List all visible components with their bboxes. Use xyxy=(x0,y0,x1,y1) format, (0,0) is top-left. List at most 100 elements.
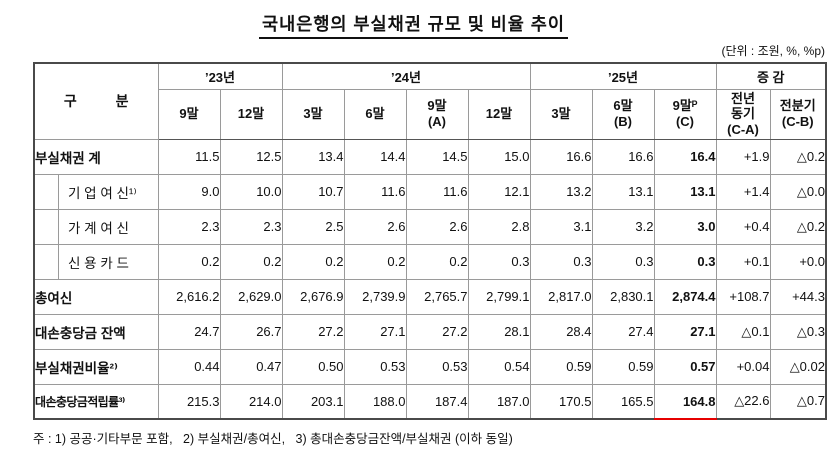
cell: 2,817.0 xyxy=(529,278,593,315)
cell: 10.7 xyxy=(281,173,345,210)
cell: 13.1 xyxy=(591,173,655,210)
year-group-row: 구 분 ’23년 ’24년 ’25년 증 감 xyxy=(33,62,827,140)
cell: 0.2 xyxy=(405,243,469,280)
cell: 165.5 xyxy=(591,383,655,420)
cell: +108.7 xyxy=(715,278,771,315)
year-group-header-2024: ’24년 xyxy=(281,62,531,90)
cell: 2,676.9 xyxy=(281,278,345,315)
cell: 0.2 xyxy=(281,243,345,280)
cell: 215.3 xyxy=(157,383,221,420)
column-header: 3말 xyxy=(529,88,593,140)
cell: △0.0 xyxy=(769,173,827,210)
cell-highlighted: 16.4 xyxy=(653,138,717,175)
cell: 27.4 xyxy=(591,313,655,350)
cell: +1.4 xyxy=(715,173,771,210)
cell: 3.2 xyxy=(591,208,655,245)
cell: 0.2 xyxy=(219,243,283,280)
cell: 11.6 xyxy=(405,173,469,210)
cell: △0.1 xyxy=(715,313,771,350)
cell: 0.3 xyxy=(467,243,531,280)
cell: 0.54 xyxy=(467,348,531,385)
cell: 28.1 xyxy=(467,313,531,350)
cell: +0.1 xyxy=(715,243,771,280)
cell: 0.2 xyxy=(157,243,221,280)
cell: 2,830.1 xyxy=(591,278,655,315)
table-row-npl-ratio: 부실채권비율²⁾ 0.44 0.47 0.50 0.53 0.53 0.54 0… xyxy=(33,348,827,385)
cell: △0.02 xyxy=(769,348,827,385)
table-row-npl-total: 부실채권 계 11.5 12.5 13.4 14.4 14.5 15.0 16.… xyxy=(33,138,827,175)
column-header: 9말 xyxy=(157,88,221,140)
cell: 28.4 xyxy=(529,313,593,350)
cell: △0.7 xyxy=(769,383,827,420)
cell: +1.9 xyxy=(715,138,771,175)
year-group-header-2025: ’25년 xyxy=(529,62,717,90)
row-label: 가 계 여 신 xyxy=(33,208,159,245)
year-group-header-2023: ’23년 xyxy=(157,62,283,90)
column-header: 12말 xyxy=(467,88,531,140)
cell: 2.3 xyxy=(219,208,283,245)
column-header-row: 9말 12말 3말 6말 9말 (A) 12말 3말 6말 (B) 9말ᴾ (C… xyxy=(34,88,827,140)
cell: 12.1 xyxy=(467,173,531,210)
cell: 0.53 xyxy=(405,348,469,385)
cell: 0.53 xyxy=(343,348,407,385)
column-header: 3말 xyxy=(281,88,345,140)
cell: 0.50 xyxy=(281,348,345,385)
cell: 27.2 xyxy=(405,313,469,350)
cell: 0.44 xyxy=(157,348,221,385)
cell: 13.4 xyxy=(281,138,345,175)
cell: 0.59 xyxy=(591,348,655,385)
cell: +44.3 xyxy=(769,278,827,315)
page-title: 국내은행의 부실채권 규모 및 비율 추이 xyxy=(259,11,568,39)
cell: △0.2 xyxy=(769,138,827,175)
row-label: 대손충당금 잔액 xyxy=(33,313,159,350)
cell: 2,629.0 xyxy=(219,278,283,315)
cell: 26.7 xyxy=(219,313,283,350)
npl-table: 구 분 ’23년 ’24년 ’25년 증 감 9말 12말 3말 6말 9말 (… xyxy=(33,62,827,420)
row-label: 대손충당금적립률³⁾ xyxy=(33,383,159,420)
cell: 2,616.2 xyxy=(157,278,221,315)
table-row-total-loans: 총여신 2,616.2 2,629.0 2,676.9 2,739.9 2,76… xyxy=(33,278,827,315)
cell: 0.59 xyxy=(529,348,593,385)
cell: 170.5 xyxy=(529,383,593,420)
column-header: 6말 xyxy=(343,88,407,140)
table-row-credit-card: 신 용 카 드 0.2 0.2 0.2 0.2 0.2 0.3 0.3 0.3 … xyxy=(33,243,827,280)
cell: 187.4 xyxy=(405,383,469,420)
unit-note: (단위 : 조원, %, %p) xyxy=(721,44,825,58)
cell: 27.2 xyxy=(281,313,345,350)
column-header-highlighted: 9말ᴾ (C) xyxy=(653,88,717,140)
cell: 11.6 xyxy=(343,173,407,210)
cell: 0.47 xyxy=(219,348,283,385)
cell: 2.5 xyxy=(281,208,345,245)
cell: 0.3 xyxy=(591,243,655,280)
cell: 24.7 xyxy=(157,313,221,350)
cell: 9.0 xyxy=(157,173,221,210)
table-row-household-loans: 가 계 여 신 2.3 2.3 2.5 2.6 2.6 2.8 3.1 3.2 … xyxy=(33,208,827,245)
cell: 0.2 xyxy=(343,243,407,280)
cell: 2,765.7 xyxy=(405,278,469,315)
cell: 3.1 xyxy=(529,208,593,245)
cell: 15.0 xyxy=(467,138,531,175)
cell: 16.6 xyxy=(529,138,593,175)
cell: +0.4 xyxy=(715,208,771,245)
cell-highlighted: 164.8 xyxy=(653,383,717,420)
row-label: 부실채권비율²⁾ xyxy=(33,348,159,385)
row-label: 부실채권 계 xyxy=(33,138,159,175)
cell: +0.04 xyxy=(715,348,771,385)
column-header: 전년 동기 (C-A) xyxy=(715,88,771,140)
cell: △0.2 xyxy=(769,208,827,245)
row-label: 기 업 여 신¹⁾ xyxy=(33,173,159,210)
cell-highlighted: 13.1 xyxy=(653,173,717,210)
column-header: 6말 (B) xyxy=(591,88,655,140)
cell: 14.4 xyxy=(343,138,407,175)
year-group-header-change: 증 감 xyxy=(715,62,827,90)
cell: 2,739.9 xyxy=(343,278,407,315)
cell: 2.3 xyxy=(157,208,221,245)
cell: 10.0 xyxy=(219,173,283,210)
cell: +0.0 xyxy=(769,243,827,280)
cell: 187.0 xyxy=(467,383,531,420)
column-header: 12말 xyxy=(219,88,283,140)
column-header: 9말 (A) xyxy=(405,88,469,140)
cell: 188.0 xyxy=(343,383,407,420)
cell: △0.3 xyxy=(769,313,827,350)
